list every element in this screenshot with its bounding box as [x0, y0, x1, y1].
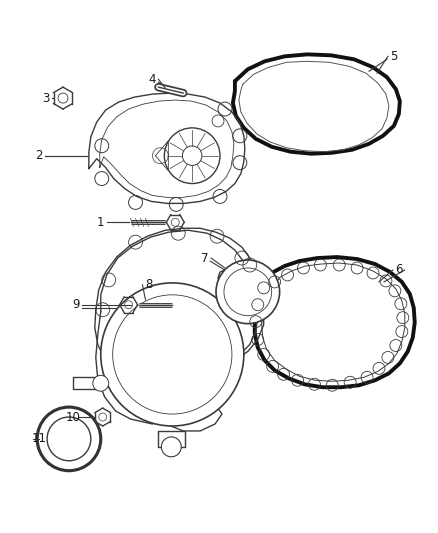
- Circle shape: [216, 260, 279, 324]
- Text: 8: 8: [145, 278, 152, 292]
- Text: 11: 11: [32, 432, 47, 446]
- Text: 4: 4: [148, 72, 156, 86]
- Text: 6: 6: [395, 263, 403, 277]
- Text: 2: 2: [35, 149, 43, 162]
- Polygon shape: [233, 54, 400, 154]
- Circle shape: [93, 375, 109, 391]
- Text: 9: 9: [72, 298, 80, 311]
- Text: 1: 1: [97, 216, 105, 229]
- Polygon shape: [96, 230, 264, 431]
- Text: 5: 5: [390, 50, 398, 63]
- Polygon shape: [73, 377, 98, 389]
- Polygon shape: [255, 257, 415, 387]
- Circle shape: [101, 283, 244, 426]
- Circle shape: [37, 407, 101, 471]
- Polygon shape: [89, 93, 245, 204]
- Text: 7: 7: [201, 252, 209, 264]
- Circle shape: [161, 437, 181, 457]
- Text: 10: 10: [66, 410, 80, 424]
- Circle shape: [164, 128, 220, 183]
- Polygon shape: [95, 228, 258, 421]
- Text: 3: 3: [42, 92, 50, 104]
